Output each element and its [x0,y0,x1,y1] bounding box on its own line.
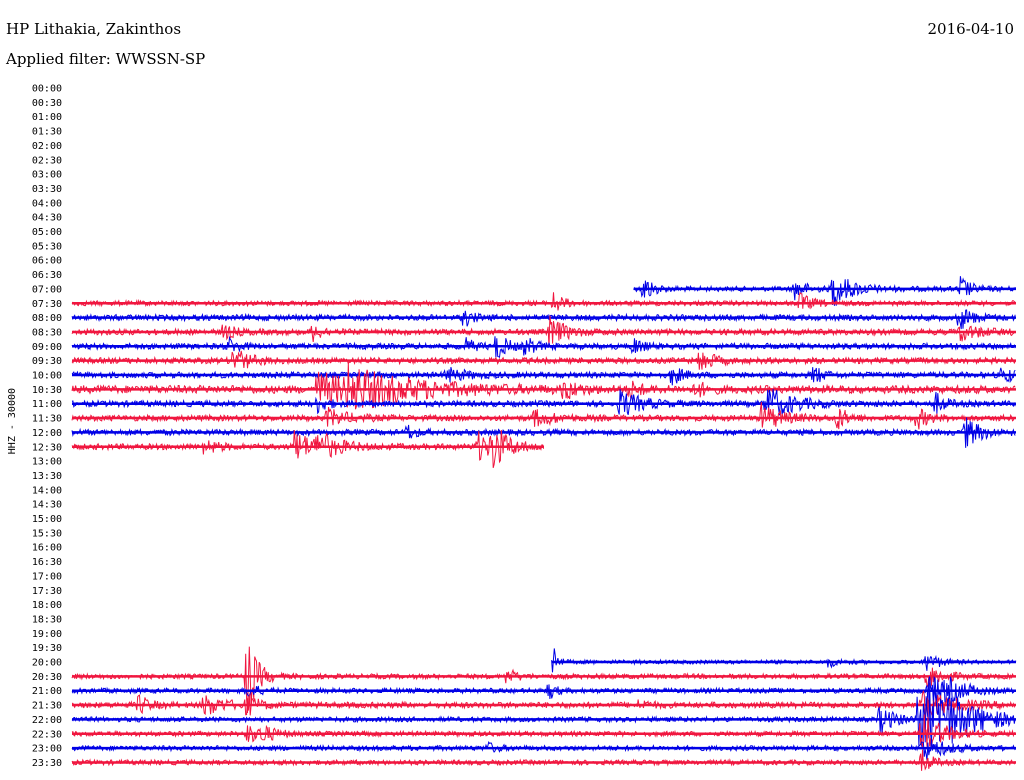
time-label: 10:30 [32,385,62,396]
time-label: 11:00 [32,399,62,410]
time-label: 09:30 [32,356,62,367]
time-label: 14:00 [32,485,62,496]
time-axis-labels: 00:00 00:30 01:00 01:30 02:00 02:30 03:00 03:30… [32,84,62,769]
time-label: 21:00 [32,686,62,697]
time-label: 18:30 [32,614,62,625]
time-label: 12:00 [32,428,62,439]
time-label: 13:30 [32,471,62,482]
time-label: 19:30 [32,643,62,654]
date-label: 2016-04-10 [927,20,1014,38]
time-label: 04:00 [32,198,62,209]
time-label: 06:00 [32,256,62,267]
time-label: 22:30 [32,729,62,740]
time-label: 03:00 [32,170,62,181]
time-label: 03:30 [32,184,62,195]
trace-1100 [71,388,1016,416]
time-label: 17:30 [32,586,62,597]
time-label: 11:30 [32,414,62,425]
trace-0800 [71,309,1016,330]
trace-2000 [551,648,1017,673]
time-label: 10:00 [32,371,62,382]
time-label: 00:30 [32,98,62,109]
trace-group [71,276,1017,771]
time-label: 16:30 [32,557,62,568]
time-label: 16:00 [32,543,62,554]
time-label: 17:00 [32,571,62,582]
time-label: 15:00 [32,514,62,525]
trace-1030 [71,362,1016,410]
time-label: 09:00 [32,342,62,353]
time-label: 02:30 [32,155,62,166]
time-label: 06:30 [32,270,62,281]
trace-2030 [71,646,1016,714]
time-label: 23:00 [32,744,62,755]
time-label: 00:00 [32,84,62,95]
time-label: 22:00 [32,715,62,726]
trace-1230 [71,429,545,469]
time-label: 08:00 [32,313,62,324]
time-label: 07:00 [32,284,62,295]
time-label: 18:00 [32,600,62,611]
filter-label: Applied filter: WWSSN-SP [6,50,206,68]
time-label: 14:30 [32,500,62,511]
time-label: 21:30 [32,701,62,712]
channel-label: HHZ - 30000 [7,388,18,454]
time-label: 19:00 [32,629,62,640]
time-label: 12:30 [32,442,62,453]
station-title: HP Lithakia, Zakinthos [6,20,182,38]
time-label: 13:00 [32,457,62,468]
time-label: 07:30 [32,299,62,310]
time-label: 05:00 [32,227,62,238]
trace-0730 [71,291,1016,311]
time-label: 05:30 [32,241,62,252]
time-label: 15:30 [32,528,62,539]
time-label: 02:00 [32,141,62,152]
time-label: 20:30 [32,672,62,683]
time-label: 23:30 [32,758,62,769]
time-label: 01:30 [32,127,62,138]
time-label: 04:30 [32,213,62,224]
trace-2300 [71,738,1016,761]
time-label: 20:00 [32,658,62,669]
time-label: 01:00 [32,112,62,123]
trace-2330 [71,749,1016,771]
time-label: 08:30 [32,327,62,338]
